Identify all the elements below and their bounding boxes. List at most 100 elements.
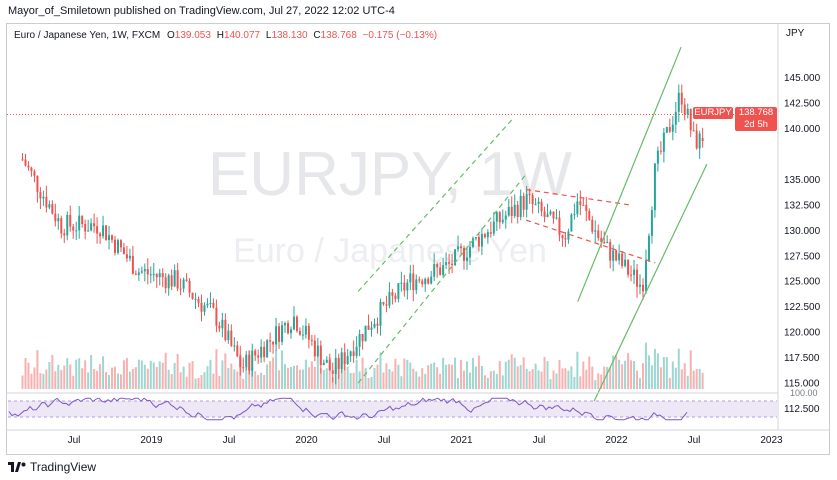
volume-bar [549,379,552,389]
volume-bar [176,353,179,389]
volume-bar [99,364,102,389]
candle-body [358,334,361,347]
volume-bar [573,376,576,389]
candle-body [615,250,618,261]
candle-body [69,215,72,227]
volume-bar [215,349,218,389]
candle-body [105,225,108,240]
chart-frame [6,23,830,455]
volume-bar [310,361,313,389]
volume-bar [522,357,525,389]
volume-bar [343,361,346,389]
candle-body [57,218,60,222]
volume-bar [418,376,421,389]
legend-close-label: C [313,30,321,41]
x-tick-label: Jul [533,435,546,446]
candle-body [457,246,460,250]
candle-body [418,279,421,281]
candle-body [137,272,140,275]
candle-body [498,212,501,223]
candle-body [116,240,119,253]
candle-body [388,292,391,306]
volume-bar [39,373,42,389]
candle-body [352,351,355,356]
volume-bar [230,363,233,389]
volume-bar [591,366,594,389]
candle-body [597,230,600,238]
candle-body [278,326,281,342]
volume-bar [579,376,582,389]
volume-bar [289,366,292,389]
candle-body [385,304,388,306]
volume-bar [659,367,662,389]
x-tick-label: Jul [223,435,236,446]
volume-bar [128,371,131,389]
candle-body [430,276,433,284]
candle-body [289,329,292,334]
candle-body [692,130,695,132]
volume-bar [510,354,513,389]
candle-body [552,211,555,219]
volume-bar [394,358,397,389]
volume-bar [170,374,173,389]
rsi-line [8,397,688,421]
volume-bar [671,361,674,389]
volume-bar [489,371,492,389]
candle-body [451,263,454,266]
candle-body [421,280,424,285]
y-tick-label: 112.500 [784,404,820,415]
candle-body [415,279,418,291]
candle-body [445,262,448,266]
volume-bar [552,370,555,389]
volume-bar [54,371,57,389]
candle-body [639,284,642,287]
volume-bar [185,376,188,389]
volume-bar [254,371,257,389]
volume-bar [662,357,665,389]
volume-bar [430,363,433,389]
y-tick-label: 140.000 [784,124,821,135]
volume-bar [346,366,349,389]
tradingview-brand[interactable]: TradingView [8,460,96,474]
candle-body [653,163,656,211]
legend-open: 139.053 [174,30,211,41]
candle-body [519,195,522,218]
volume-bar [111,367,114,389]
candle-body [492,221,495,234]
volume-bar [528,371,531,389]
candle-body [480,234,483,247]
candle-body [263,346,266,358]
candle-body [218,325,221,329]
candle-body [42,196,45,199]
volume-bar [627,353,630,389]
y-tick-label: 125.000 [784,277,821,288]
volume-bar [436,367,439,389]
candle-body [221,319,224,329]
volume-bar [647,355,650,389]
volume-bar [352,372,355,389]
candle-body [641,284,644,292]
candle-body [618,253,621,261]
candle-body [525,194,528,210]
volume-bar [60,370,63,389]
candle-body [209,302,212,304]
candle-body [570,214,573,232]
candle-body [319,345,322,366]
candle-body [140,271,143,273]
candle-body [125,254,128,259]
candle-body [483,234,486,238]
volume-bar [504,361,507,389]
candle-body [230,330,233,346]
volume-bar [96,370,99,389]
candle-body [164,277,167,289]
candle-body [465,257,468,261]
volume-bar [212,373,215,389]
candle-body [612,250,615,261]
volume-bar [665,357,668,389]
volume-bar [585,369,588,389]
candle-body [239,356,242,368]
candle-body [36,175,39,193]
candle-body [373,323,376,328]
candle-body [644,260,647,292]
candle-body [119,240,122,248]
